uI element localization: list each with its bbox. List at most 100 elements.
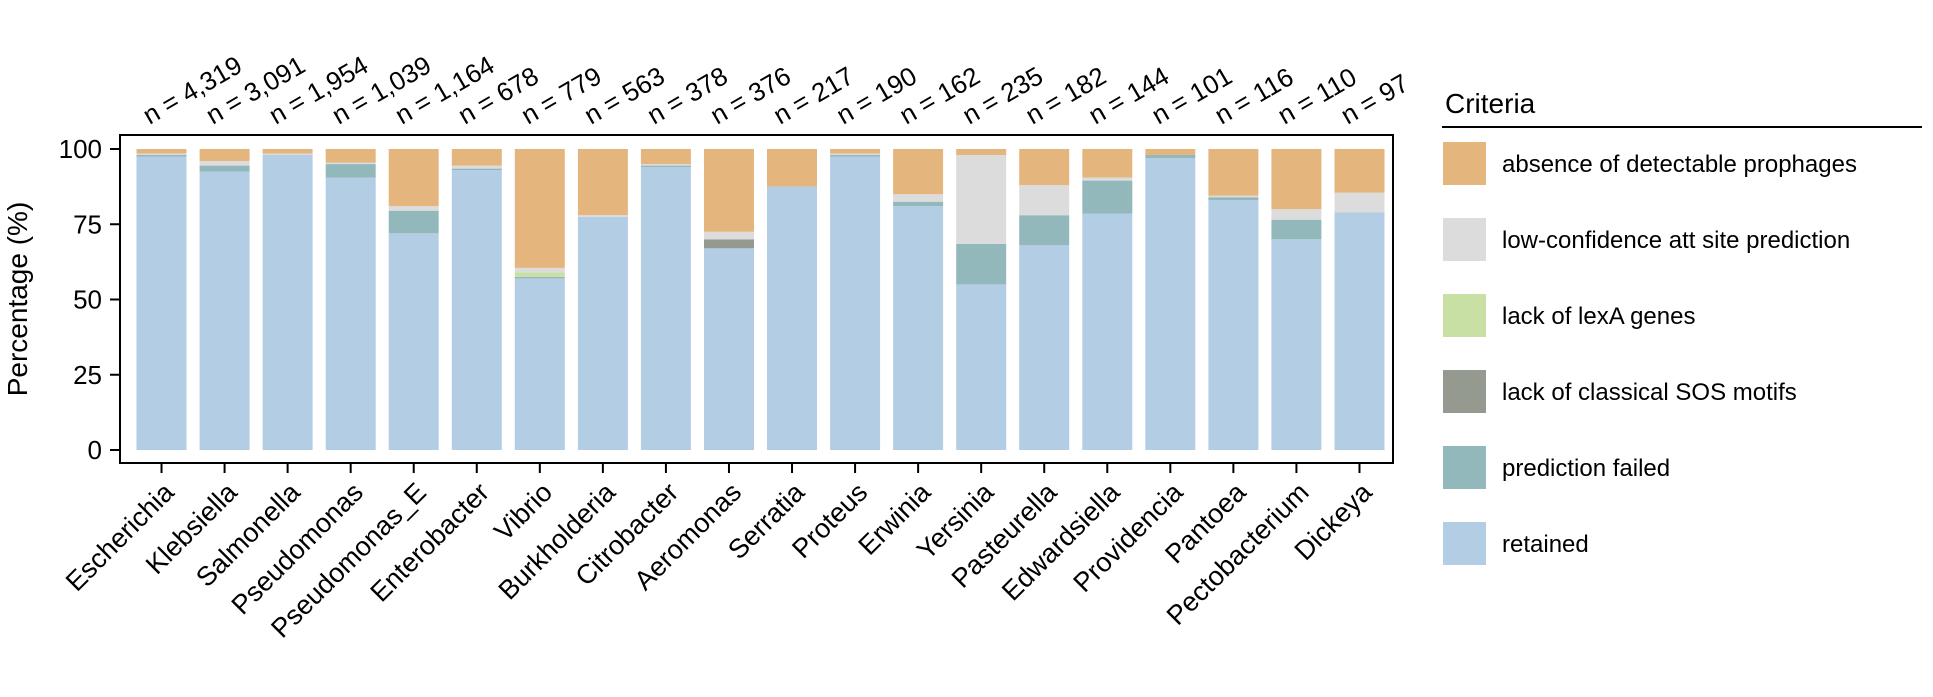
bar-segment xyxy=(1208,195,1259,198)
bar-segment xyxy=(577,149,628,216)
bar-segment xyxy=(262,153,313,155)
x-axis: EscherichiaKlebsiellaSalmonellaPseudomon… xyxy=(60,463,1378,644)
bar-segment xyxy=(1208,197,1259,201)
bar-segment xyxy=(1271,239,1322,450)
bar-segment xyxy=(1271,219,1322,240)
bar-segment xyxy=(325,164,376,178)
y-axis-title: Percentage (%) xyxy=(2,202,33,397)
bar-segment xyxy=(1145,155,1196,158)
bar-segment xyxy=(577,216,628,450)
y-tick-label: 0 xyxy=(88,435,102,465)
bar-segment xyxy=(325,149,376,163)
bar-segment xyxy=(830,153,881,155)
y-axis: 0 25 50 75 100 xyxy=(59,134,120,465)
bar-segment xyxy=(1082,149,1133,178)
bar-segment xyxy=(388,233,439,450)
legend-swatch xyxy=(1443,142,1486,185)
bar-segment xyxy=(577,215,628,217)
bar-segment xyxy=(704,149,754,232)
bar-segment xyxy=(1145,149,1196,155)
bar-segment xyxy=(1334,212,1385,450)
bar-segment xyxy=(514,276,565,279)
bar-segment xyxy=(1208,149,1259,196)
bar-segment xyxy=(136,149,187,154)
legend-swatch xyxy=(1443,522,1486,565)
bar-segment xyxy=(704,231,754,240)
bar-segment xyxy=(325,162,376,164)
legend-label: absence of detectable prophages xyxy=(1502,151,1857,178)
bar-segment xyxy=(325,177,376,450)
bar-segment xyxy=(1019,245,1070,450)
bar-segment xyxy=(514,278,565,450)
bar-segment xyxy=(893,201,944,207)
bar-segment xyxy=(640,149,691,165)
bar-segment xyxy=(830,156,881,450)
bar-segment xyxy=(893,206,944,450)
bar-segment xyxy=(262,155,313,450)
bar-segment xyxy=(514,272,565,277)
bar-segment xyxy=(1271,209,1322,220)
legend-swatch xyxy=(1443,370,1486,413)
legend-title: Criteria xyxy=(1445,88,1536,119)
bar-segment xyxy=(136,155,187,157)
y-tick-label: 25 xyxy=(73,360,102,390)
bar-segment xyxy=(956,155,1007,244)
legend-label: lack of classical SOS motifs xyxy=(1502,379,1797,406)
bar-segment xyxy=(1082,213,1133,450)
bar-segment xyxy=(262,149,313,154)
legend-swatch xyxy=(1443,446,1486,489)
y-tick-label: 50 xyxy=(73,285,102,315)
bar-segment xyxy=(388,149,439,207)
bar-segment xyxy=(451,168,502,171)
bar-segment xyxy=(136,156,187,450)
bar-segment xyxy=(451,170,502,450)
bar-segment xyxy=(830,155,881,157)
bar-segment xyxy=(830,149,881,154)
bar-segment xyxy=(199,149,250,161)
bar-segment xyxy=(1145,158,1196,450)
legend-label: low-confidence att site prediction xyxy=(1502,227,1850,254)
bar-segment xyxy=(1019,149,1070,186)
bar-segment xyxy=(1082,180,1133,214)
bar-segment xyxy=(514,149,565,268)
legend-label: retained xyxy=(1502,531,1589,558)
legend-items: absence of detectable prophages low-confi… xyxy=(1443,142,1857,565)
bar-segment xyxy=(1271,149,1322,210)
bar-segment xyxy=(1334,149,1385,193)
legend-label: lack of lexA genes xyxy=(1502,303,1695,330)
bar-segment xyxy=(956,243,1007,285)
bar-segment xyxy=(893,194,944,202)
bar-segment xyxy=(640,164,691,166)
legend: Criteria absence of detectable prophages… xyxy=(1442,88,1922,565)
bar-segment xyxy=(893,149,944,195)
y-tick-label: 75 xyxy=(73,209,102,239)
bar-segment xyxy=(767,149,817,187)
legend-swatch xyxy=(1443,294,1486,337)
bar-segment xyxy=(199,161,250,166)
bar-segment xyxy=(704,248,754,450)
bar-segment xyxy=(199,171,250,450)
bar-segment xyxy=(1208,200,1259,450)
bar-segment xyxy=(514,267,565,273)
bar-segment xyxy=(767,186,817,450)
bar-segment xyxy=(388,206,439,211)
bar-segment xyxy=(451,149,502,166)
bar-segment xyxy=(451,165,502,169)
bar-segment xyxy=(1019,215,1070,246)
bar-segment xyxy=(956,284,1007,450)
bar-segment xyxy=(1019,185,1070,216)
bar-segment xyxy=(704,239,754,249)
bar-segment xyxy=(136,153,187,155)
bar-segment xyxy=(640,167,691,450)
bar-segment xyxy=(1334,192,1385,213)
y-tick-label: 100 xyxy=(59,134,102,164)
bar-segment xyxy=(640,165,691,168)
bar-segment xyxy=(199,165,250,172)
bar-segment xyxy=(956,149,1007,155)
legend-label: prediction failed xyxy=(1502,455,1670,482)
bar-segment xyxy=(1082,177,1133,181)
bars-layer xyxy=(136,149,1385,450)
legend-swatch xyxy=(1443,218,1486,261)
bar-segment xyxy=(388,210,439,234)
